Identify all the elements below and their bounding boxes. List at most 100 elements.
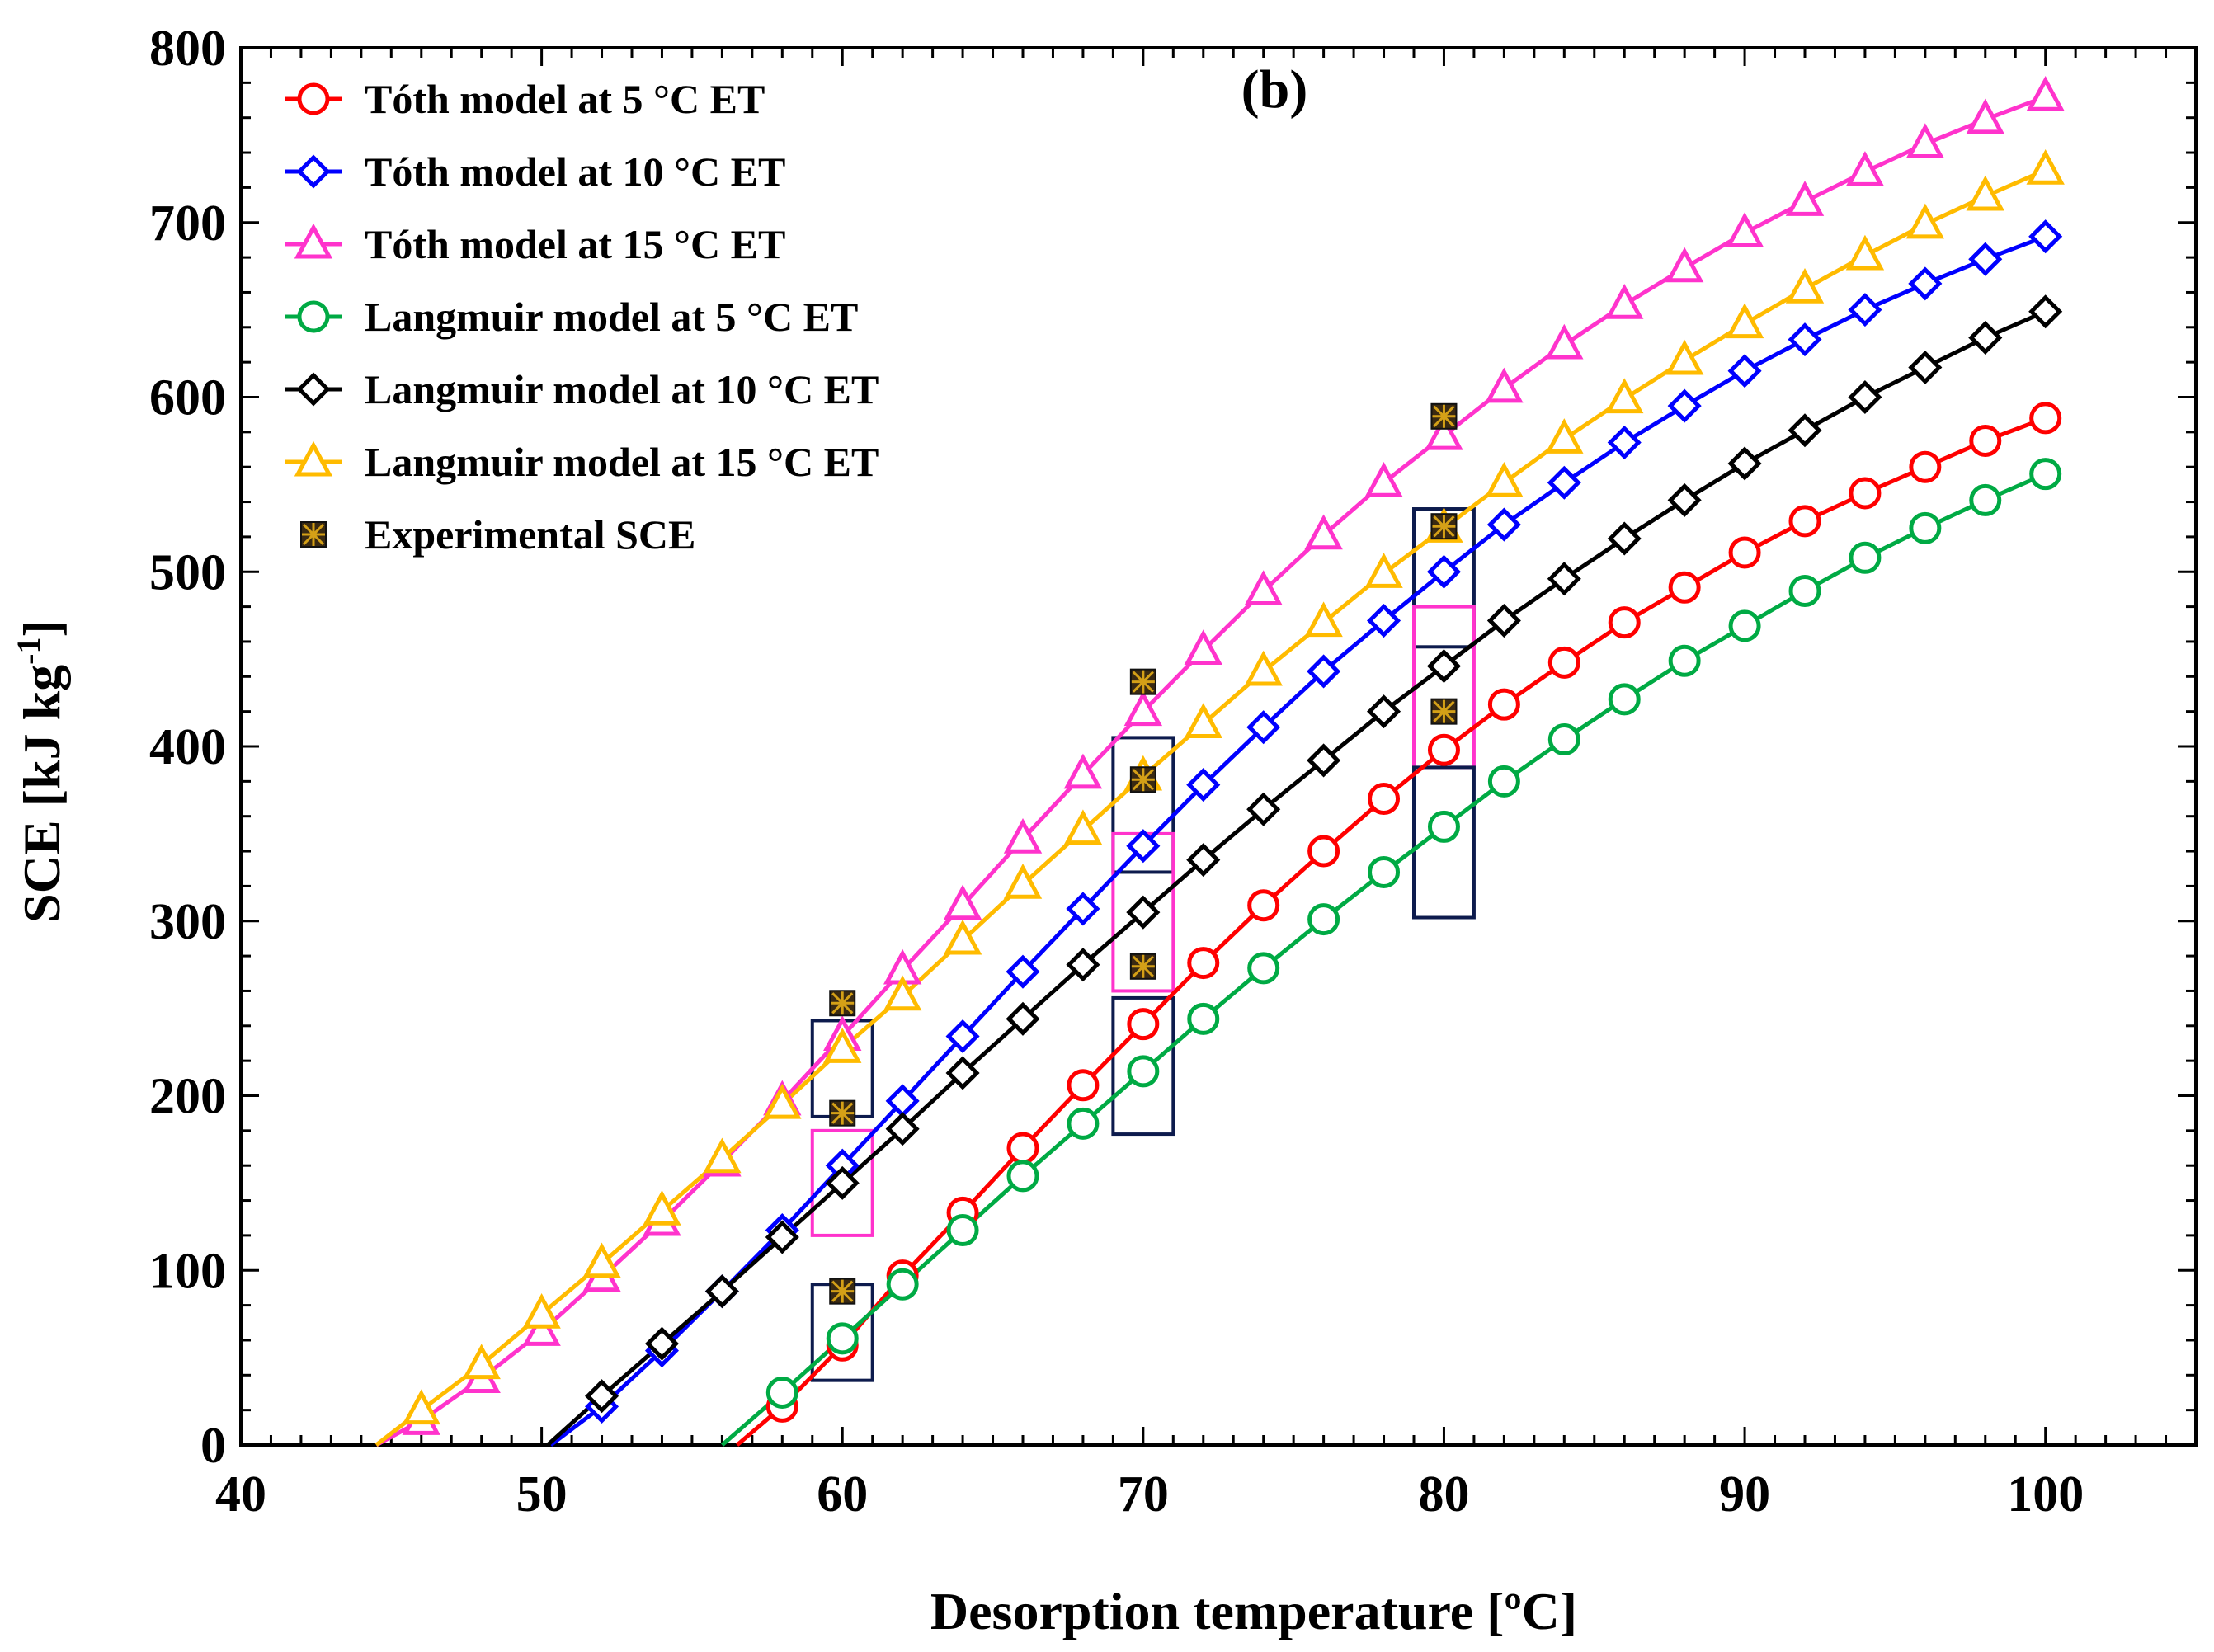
- data-point: [1129, 766, 1156, 793]
- error-box: [810, 1128, 874, 1237]
- data-point: [1427, 733, 1460, 766]
- legend-entry: Tóth model at 10 °C ET: [285, 148, 785, 195]
- experimental-cross: [1131, 670, 1155, 694]
- legend-label: Langmuir model at 5 °C ET: [365, 294, 858, 340]
- data-point: [1545, 323, 1584, 360]
- data-point: [1427, 810, 1460, 843]
- y-axis-title-main: SCE [kJ kg: [12, 665, 71, 923]
- data-point: [1426, 649, 1461, 684]
- panel-label: (b): [1241, 59, 1308, 120]
- data-point: [1845, 151, 1885, 186]
- data-point: [1187, 1002, 1220, 1035]
- data-point: [2029, 402, 2062, 435]
- series-points-6: [829, 402, 1458, 1305]
- data-point: [1430, 513, 1458, 540]
- data-point: [1725, 303, 1764, 339]
- experimental-cross: [1131, 954, 1155, 978]
- legend-label: Tóth model at 5 °C ET: [365, 76, 765, 122]
- data-point: [1909, 511, 1942, 544]
- data-point: [522, 1292, 561, 1329]
- data-point: [943, 919, 982, 955]
- data-point: [829, 990, 856, 1017]
- data-point: [1184, 703, 1222, 738]
- y-tick-label: 200: [149, 1069, 226, 1125]
- x-tick-label: 90: [1719, 1466, 1770, 1523]
- data-point: [1785, 181, 1825, 216]
- data-point: [1247, 889, 1280, 922]
- data-point: [1788, 575, 1821, 608]
- data-point: [1485, 367, 1524, 403]
- y-axis-title-end: ]: [12, 619, 71, 637]
- data-point: [1425, 414, 1463, 450]
- data-point: [1126, 895, 1161, 930]
- data-point: [763, 1083, 802, 1119]
- legend-marker: [294, 440, 333, 477]
- y-tick-label: 0: [200, 1418, 226, 1474]
- legend-label: Experimental SCE: [365, 511, 695, 558]
- data-point: [1247, 952, 1280, 985]
- data-point: [1246, 710, 1281, 745]
- data-point: [585, 1379, 619, 1414]
- data-point: [1607, 426, 1642, 460]
- data-point: [1003, 864, 1043, 899]
- data-point: [1307, 903, 1340, 936]
- data-point: [1426, 554, 1461, 589]
- data-point: [765, 1220, 799, 1254]
- error-box: [1412, 765, 1476, 920]
- series-points-4: [585, 294, 2063, 1414]
- y-tick-label: 500: [149, 544, 226, 600]
- data-point: [1788, 505, 1821, 538]
- data-point: [1607, 521, 1642, 556]
- data-point: [886, 1268, 919, 1301]
- data-point: [945, 1019, 980, 1054]
- data-point: [1367, 604, 1401, 638]
- legend-label: Tóth model at 10 °C ET: [365, 148, 785, 195]
- experimental-cross: [1432, 699, 1456, 723]
- data-point: [1129, 953, 1156, 980]
- plot-area: [374, 76, 2065, 1447]
- data-point: [1728, 536, 1761, 569]
- data-point: [1367, 694, 1401, 729]
- data-point: [1304, 514, 1343, 550]
- data-point: [1668, 644, 1701, 677]
- data-point: [1547, 562, 1581, 596]
- data-point: [1728, 609, 1761, 642]
- data-point: [1364, 553, 1403, 588]
- data-point: [1908, 350, 1943, 385]
- y-tick-label: 400: [149, 719, 226, 775]
- data-point: [462, 1344, 501, 1380]
- data-point: [1067, 1107, 1100, 1140]
- data-point: [1307, 835, 1340, 868]
- legend-marker: [294, 223, 333, 259]
- experimental-cross: [831, 991, 855, 1015]
- data-point: [823, 1028, 862, 1063]
- data-point: [704, 1274, 739, 1309]
- y-axis-title: SCE [kJ kg-1]: [10, 619, 71, 923]
- legend-entry: Tóth model at 5 °C ET: [285, 76, 765, 122]
- data-point: [1665, 339, 1704, 375]
- data-point: [1006, 954, 1040, 989]
- data-point: [1485, 462, 1524, 497]
- data-point: [1608, 606, 1641, 639]
- data-point: [1066, 892, 1100, 926]
- x-tick-label: 70: [1118, 1466, 1169, 1523]
- experimental-cross: [1131, 768, 1155, 792]
- data-point: [2029, 458, 2062, 491]
- legend-marker: [297, 82, 330, 115]
- legend-label: Langmuir model at 15 °C ET: [365, 439, 879, 485]
- data-point: [1969, 424, 2002, 457]
- data-point: [1667, 388, 1702, 423]
- data-point: [1785, 267, 1825, 304]
- data-point: [943, 884, 982, 920]
- data-point: [946, 1214, 979, 1247]
- data-point: [2028, 219, 2063, 254]
- x-tick-label: 100: [2007, 1466, 2084, 1523]
- data-point: [1246, 792, 1281, 826]
- legend: Tóth model at 5 °C ET Tóth model at 10 °C…: [285, 76, 879, 558]
- data-point: [582, 1242, 621, 1278]
- data-point: [1667, 482, 1702, 517]
- y-tick-label: 800: [149, 21, 226, 77]
- data-point: [1063, 753, 1103, 789]
- data-point: [2026, 148, 2065, 185]
